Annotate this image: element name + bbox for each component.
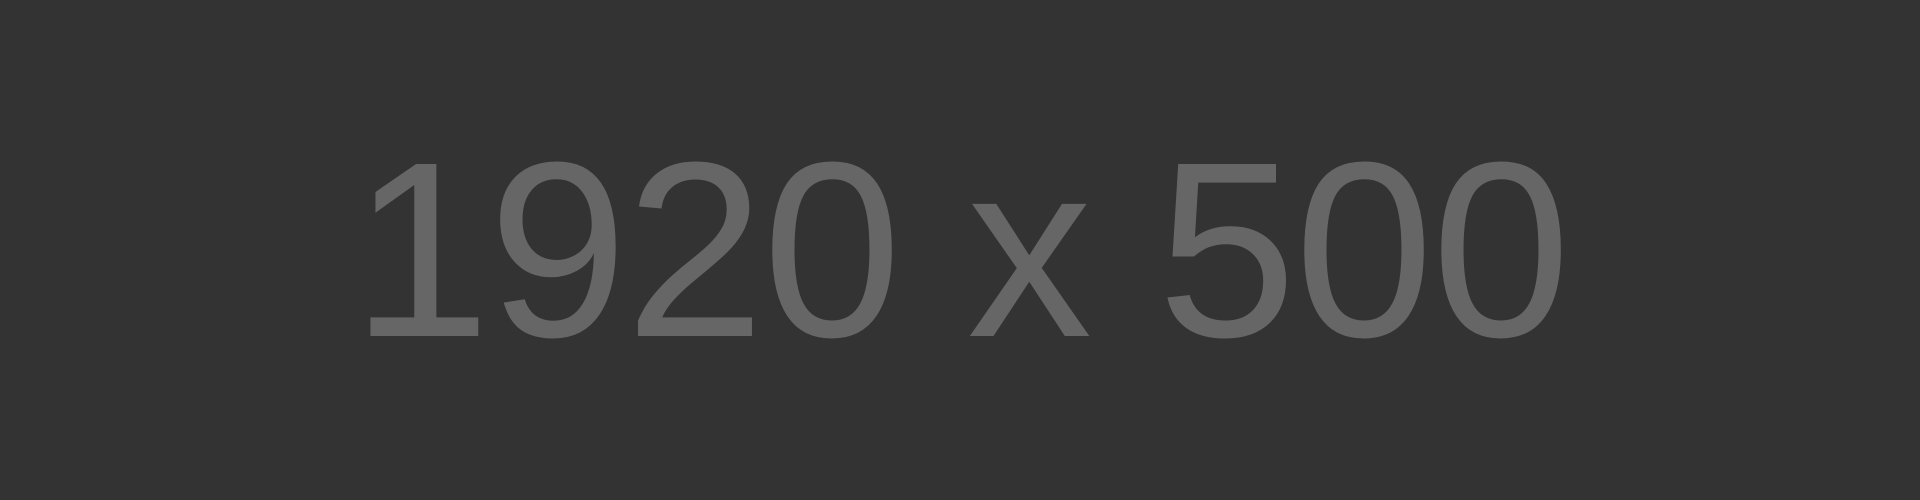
placeholder-dimensions-text: 1920 x 500 [351, 110, 1570, 389]
